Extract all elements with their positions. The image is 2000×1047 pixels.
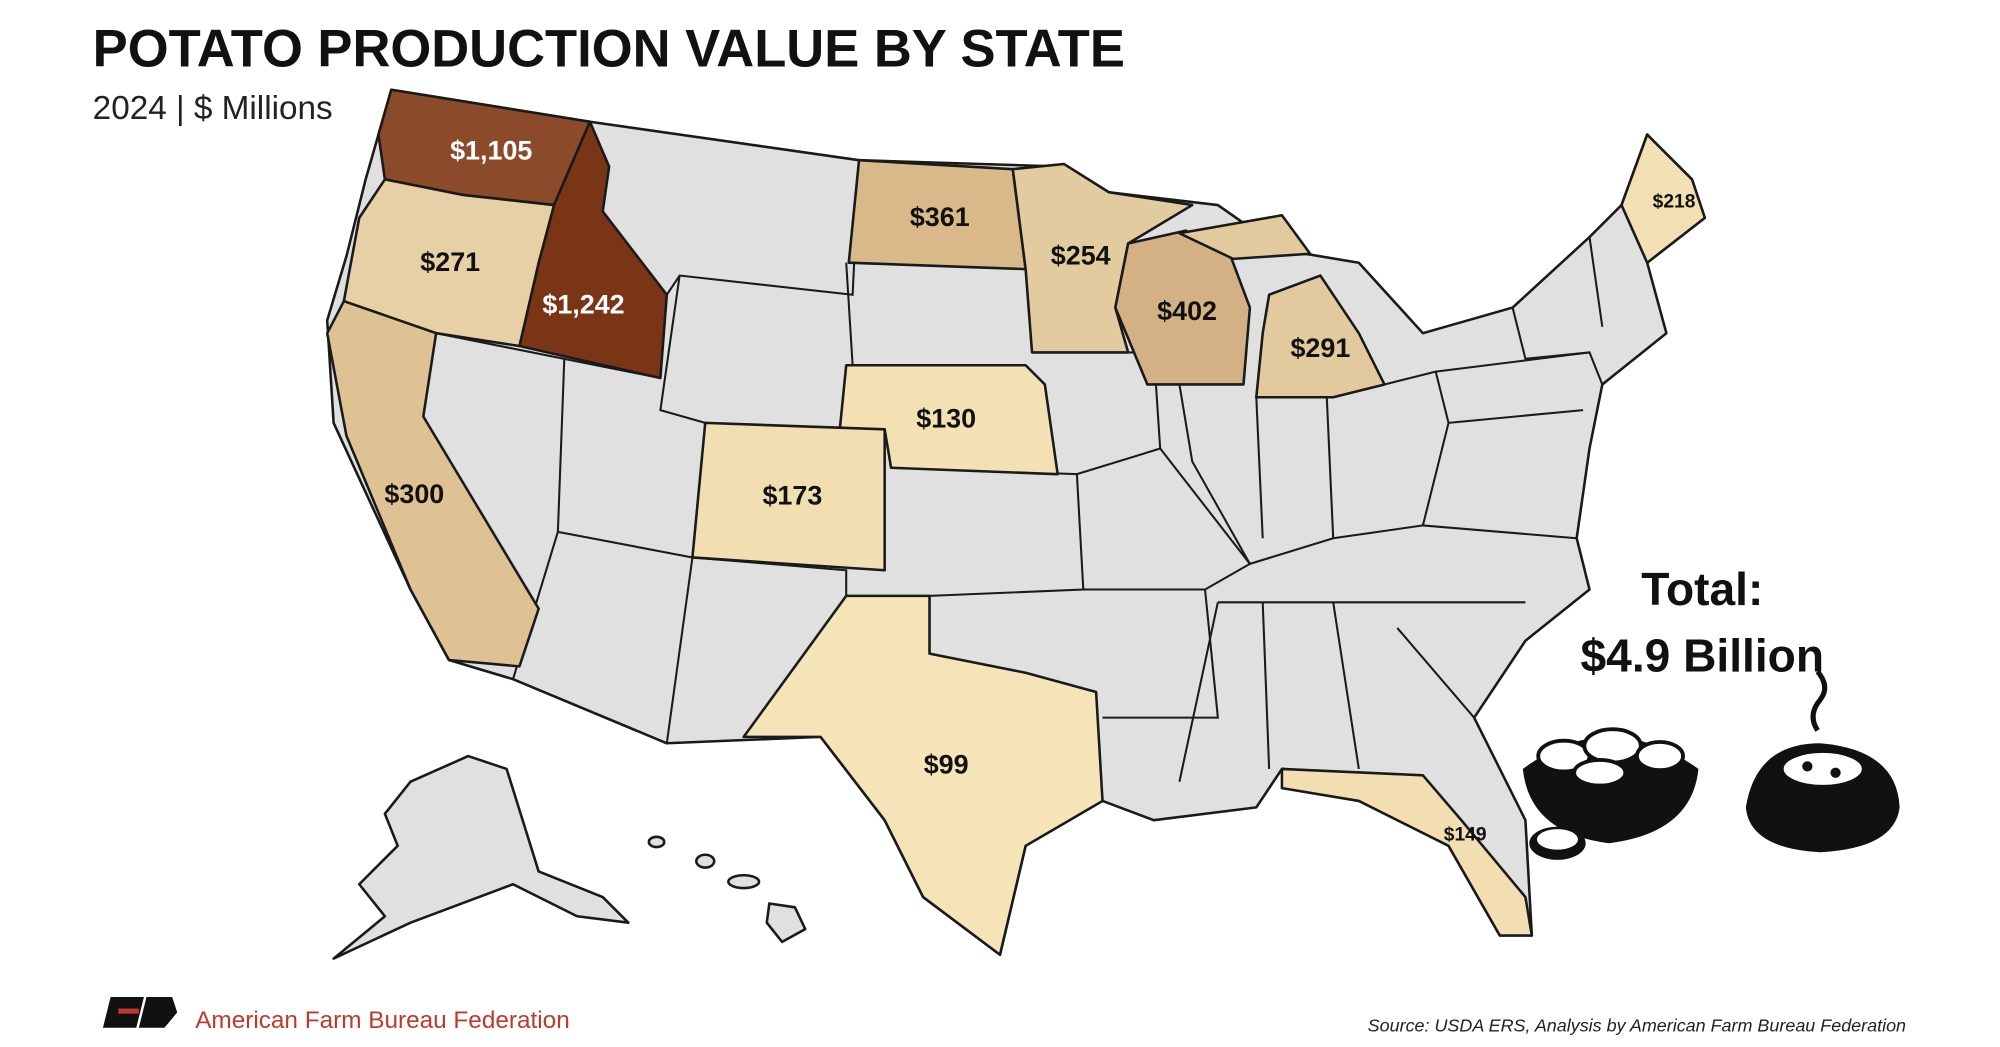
value-label: $149 [1444, 825, 1487, 846]
hawaii [647, 835, 807, 944]
state-michigan [1255, 274, 1386, 399]
state-maine [1620, 133, 1707, 264]
value-label: $1,242 [542, 289, 624, 319]
value-label: $291 [1290, 333, 1350, 363]
alaska [332, 754, 630, 960]
value-label: $271 [420, 247, 480, 277]
value-labels: $1,105 $1,242 $271 $300 $361 $254 $402 $… [384, 136, 1695, 846]
us-outline [325, 88, 1707, 957]
value-label: $218 [1653, 192, 1696, 213]
source-note: Source: USDA ERS, Analysis by American F… [1368, 1016, 1906, 1036]
state-colorado [691, 421, 886, 572]
total-title: Total: [1641, 563, 1763, 615]
value-label: $173 [762, 480, 822, 510]
states [325, 88, 1707, 957]
afbf-logo [102, 997, 178, 1028]
total-value: $4.9 Billion [1581, 630, 1825, 682]
title: POTATO PRODUCTION VALUE BY STATE [93, 20, 1125, 79]
value-label: $254 [1051, 241, 1111, 271]
state-texas [742, 594, 1104, 957]
baked-potato-icon [1745, 669, 1900, 853]
state-oregon [342, 178, 556, 348]
value-label: $1,105 [450, 136, 532, 166]
value-label: $130 [916, 403, 976, 433]
chips-bowl-icon [1522, 727, 1699, 860]
state-california [325, 299, 540, 668]
value-label: $99 [924, 749, 969, 779]
value-label: $402 [1157, 296, 1217, 326]
state-michigan-upper [1178, 214, 1312, 261]
organization-name: American Farm Bureau Federation [195, 1007, 570, 1034]
value-label: $361 [910, 202, 970, 232]
state-florida [1280, 767, 1534, 937]
subtitle: 2024 | $ Millions [93, 90, 333, 127]
value-label: $300 [384, 479, 444, 509]
